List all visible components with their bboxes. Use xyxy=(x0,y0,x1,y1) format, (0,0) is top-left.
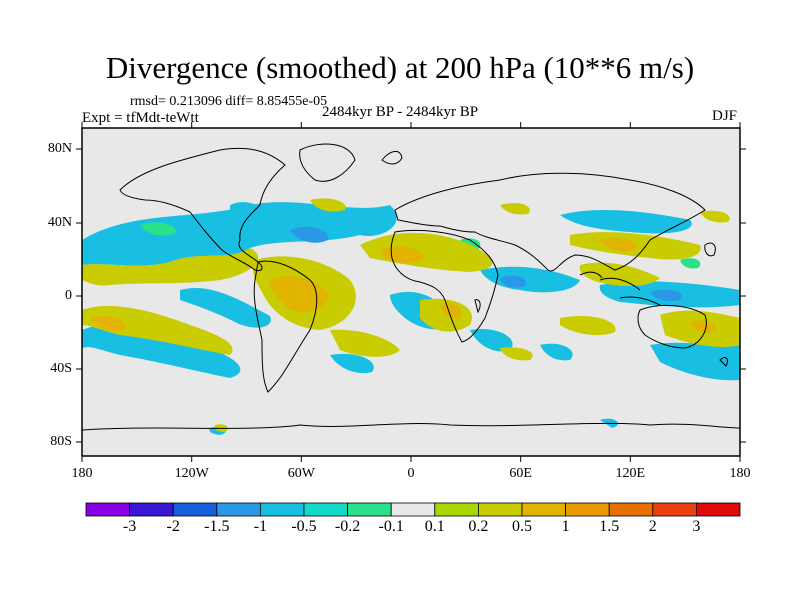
colorbar-swatch xyxy=(696,502,741,517)
lat-tick-label: 80S xyxy=(50,434,72,449)
lon-tick-label: 0 xyxy=(407,466,415,481)
lat-tick-label: 40S xyxy=(50,361,72,376)
colorbar-swatch xyxy=(652,502,697,517)
colorbar-swatch xyxy=(434,502,479,517)
colorbar-swatch xyxy=(85,502,130,517)
colorbar-label: 1.5 xyxy=(599,518,620,535)
colorbar-label: 0.2 xyxy=(468,518,489,535)
lat-tick-marks xyxy=(76,148,746,443)
colorbar-swatch xyxy=(565,502,610,517)
colorbar-label: -0.1 xyxy=(378,518,404,535)
colorbar-label: -0.2 xyxy=(334,518,361,535)
colorbar-label: 2 xyxy=(648,518,657,535)
lon-tick-label: 120W xyxy=(174,466,209,481)
colorbar-label: 0.1 xyxy=(424,518,445,535)
colorbar-swatch xyxy=(608,502,654,517)
weak-negative-patches xyxy=(140,222,701,269)
lon-tick-label: 60E xyxy=(509,466,532,481)
colorbar-swatch xyxy=(303,502,348,517)
colorbar-swatch xyxy=(259,502,305,517)
colorbar-label: -1 xyxy=(253,518,268,535)
lon-tick-label: 120E xyxy=(615,466,646,481)
plot-title: Divergence (smoothed) at 200 hPa (10**6 … xyxy=(105,50,695,85)
coastlines xyxy=(82,143,740,431)
colorbar-label: -3 xyxy=(122,518,137,535)
colorbar-label: -0.5 xyxy=(291,518,317,535)
colorbar xyxy=(85,502,741,517)
colorbar-label: -1.5 xyxy=(204,518,230,535)
lon-tick-label: 60W xyxy=(287,466,315,481)
colorbar-label: -2 xyxy=(166,518,180,535)
lat-tick-label: 40N xyxy=(47,215,72,230)
lon-tick-label: 180 xyxy=(71,466,93,481)
divergence-field xyxy=(82,198,740,435)
period-label: 2484kyr BP - 2484kyr BP xyxy=(322,104,479,120)
colorbar-swatch xyxy=(521,502,566,517)
stats-text: rmsd= 0.213096 diff= 8.85455e-05 xyxy=(130,94,328,109)
colorbar-swatch xyxy=(390,502,436,517)
lon-tick-label: 180 xyxy=(729,466,751,481)
colorbar-swatch xyxy=(172,502,218,517)
colorbar-label: 3 xyxy=(692,518,701,535)
colorbar-swatch xyxy=(129,502,174,517)
colorbar-swatch xyxy=(347,502,392,517)
colorbar-label: 0.5 xyxy=(512,518,532,535)
colorbar-swatch xyxy=(216,502,261,517)
colorbar-swatch xyxy=(477,502,523,517)
colorbar-label: 1 xyxy=(561,518,570,535)
lat-tick-label: 0 xyxy=(65,288,72,303)
experiment-label: Expt = tfMdt-teWtt xyxy=(82,110,199,126)
strong-negative-patches xyxy=(290,226,682,302)
season-label: DJF xyxy=(712,108,738,124)
lat-tick-label: 80N xyxy=(47,141,72,156)
lon-tick-marks xyxy=(81,122,741,462)
positive-divergence-patches xyxy=(82,198,740,432)
strong-positive-patches xyxy=(90,238,716,333)
